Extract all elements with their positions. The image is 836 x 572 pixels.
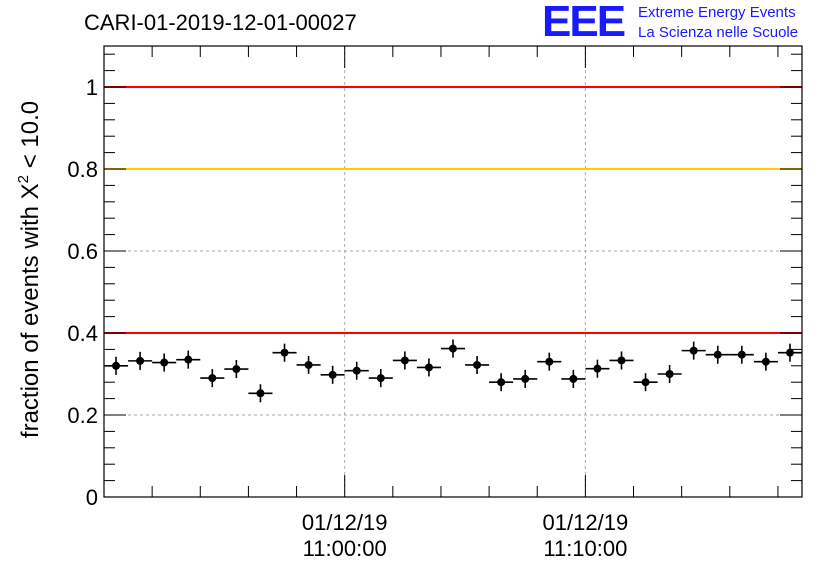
data-point: [272, 343, 297, 362]
data-point: [416, 358, 441, 377]
data-point: [176, 350, 201, 369]
plot-border: [103, 45, 803, 498]
data-point: [537, 352, 562, 371]
marker: [785, 348, 794, 357]
data-point: [513, 369, 538, 388]
marker: [256, 389, 265, 398]
marker: [184, 355, 193, 364]
logo-text-line2: La Scienza nelle Scuole: [638, 24, 799, 41]
data-point: [633, 373, 658, 392]
marker: [424, 363, 433, 372]
marker: [449, 344, 457, 353]
data-point: [705, 345, 730, 364]
data-point: [681, 341, 706, 360]
data-point: [296, 355, 321, 374]
data-point: [392, 351, 417, 370]
marker: [545, 357, 554, 366]
data-points: [104, 339, 802, 403]
marker: [136, 356, 145, 365]
data-point: [368, 369, 393, 388]
data-point: [200, 369, 225, 388]
marker: [376, 374, 385, 383]
y-axis-label: fraction of events with X2 < 10.0: [15, 101, 44, 438]
marker: [665, 370, 674, 378]
grid-layer: [104, 46, 802, 497]
marker: [593, 364, 602, 373]
eee-logo: EEE Extreme Energy Events La Scienza nel…: [542, 0, 832, 46]
data-point: [224, 360, 249, 379]
reference-lines: [104, 86, 802, 334]
marker: [497, 378, 506, 387]
marker: [617, 356, 626, 365]
y-tick-label: 0.2: [67, 403, 98, 428]
marker: [713, 350, 722, 359]
x-tick-label-time: 11:00:00: [303, 536, 387, 561]
axis-ticks: [104, 46, 802, 498]
marker: [761, 357, 770, 366]
y-tick-label: 1: [86, 75, 98, 100]
axis-labels: 00.20.40.60.8101/12/1911:00:0001/12/1911…: [15, 75, 628, 561]
marker: [641, 378, 650, 387]
marker: [280, 348, 289, 357]
y-tick-label: 0.4: [67, 321, 98, 346]
marker: [328, 370, 337, 379]
data-point: [657, 364, 682, 384]
data-point: [729, 345, 754, 364]
marker: [160, 358, 169, 367]
y-tick-label: 0.8: [67, 157, 98, 182]
marker: [400, 356, 409, 365]
eee-logo-mark: EEE: [542, 0, 626, 46]
data-point: [440, 339, 466, 358]
marker: [232, 365, 241, 374]
marker: [521, 374, 530, 383]
marker: [689, 346, 698, 355]
data-point: [344, 361, 369, 380]
marker: [112, 361, 121, 370]
chart-title: CARI-01-2019-12-01-00027: [84, 10, 357, 35]
data-point: [585, 359, 610, 378]
data-point: [609, 351, 634, 370]
data-point: [489, 373, 514, 392]
x-tick-label-date: 01/12/19: [543, 510, 629, 535]
marker: [208, 374, 217, 383]
marker: [304, 360, 313, 369]
data-point: [104, 356, 129, 375]
marker: [473, 360, 482, 369]
marker: [737, 350, 746, 359]
plot-frame: [103, 45, 803, 498]
data-point: [320, 365, 345, 384]
y-tick-label: 0: [86, 485, 98, 510]
x-tick-label-time: 11:10:00: [543, 536, 627, 561]
data-point: [777, 343, 802, 362]
data-point: [248, 384, 273, 403]
y-tick-label: 0.6: [67, 239, 98, 264]
data-point: [753, 352, 778, 371]
data-point: [128, 351, 153, 370]
data-point: [152, 353, 177, 372]
marker: [352, 366, 361, 375]
marker: [569, 374, 578, 383]
data-point: [561, 369, 586, 388]
data-point: [465, 355, 490, 374]
logo-text-line1: Extreme Energy Events: [638, 4, 796, 21]
x-tick-label-date: 01/12/19: [302, 510, 388, 535]
